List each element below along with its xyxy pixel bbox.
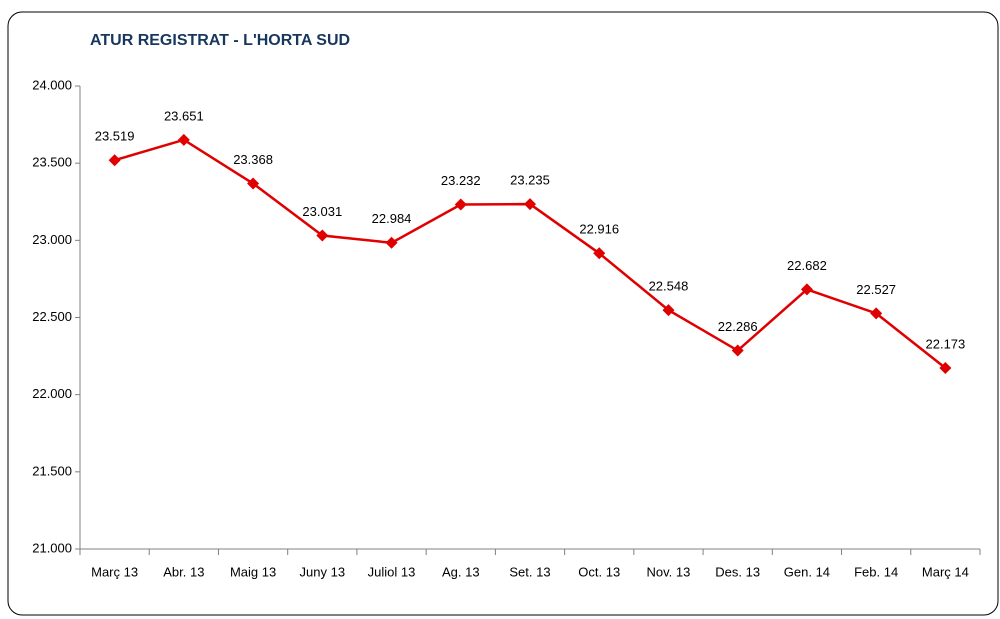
data-label: 22.916 [579,222,619,237]
data-label: 23.031 [302,204,342,219]
data-label: 23.235 [510,173,550,188]
point-marker [870,307,883,320]
data-label: 23.368 [233,152,273,167]
point-marker [939,361,952,374]
point-marker [177,133,190,146]
point-marker [108,154,121,167]
x-tick-label: Feb. 14 [854,564,898,579]
point-marker [800,283,813,296]
x-tick-label: Abr. 13 [163,564,204,579]
y-tick-label: 24.000 [32,77,72,92]
point-marker [385,236,398,249]
y-tick-label: 23.500 [32,155,72,170]
x-tick-label: Ag. 13 [442,564,480,579]
x-tick-label: Nov. 13 [647,564,691,579]
data-label: 23.519 [95,129,135,144]
point-marker [731,344,744,357]
y-tick-label: 22.000 [32,386,72,401]
data-label: 22.548 [649,279,689,294]
x-tick-label: Gen. 14 [784,564,830,579]
data-label: 22.173 [926,336,966,351]
chart-frame [7,11,999,616]
point-marker [316,229,329,242]
data-label: 22.984 [372,211,412,226]
data-label: 23.232 [441,173,481,188]
data-label: 22.286 [718,319,758,334]
y-tick-label: 21.500 [32,463,72,478]
point-marker [524,198,536,211]
chart-title: ATUR REGISTRAT - L'HORTA SUD [90,32,350,49]
x-tick-label: Set. 13 [509,564,550,579]
y-tick-label: 22.500 [32,309,72,324]
data-label: 22.682 [787,258,827,273]
x-tick-label: Març 14 [922,564,969,579]
point-marker [247,177,260,190]
point-marker [454,198,467,211]
x-tick-label: Juliol 13 [368,564,416,579]
point-marker [593,247,606,260]
point-marker [662,304,675,317]
x-tick-label: Des. 13 [715,564,760,579]
data-label: 23.651 [164,108,204,123]
y-tick-label: 23.000 [32,232,72,247]
x-tick-label: Maig 13 [230,564,276,579]
x-tick-label: Juny 13 [300,564,346,579]
x-tick-label: Oct. 13 [578,564,620,579]
y-tick-label: 21.000 [32,540,72,555]
x-tick-label: Març 13 [91,564,138,579]
data-label: 22.527 [856,282,896,297]
